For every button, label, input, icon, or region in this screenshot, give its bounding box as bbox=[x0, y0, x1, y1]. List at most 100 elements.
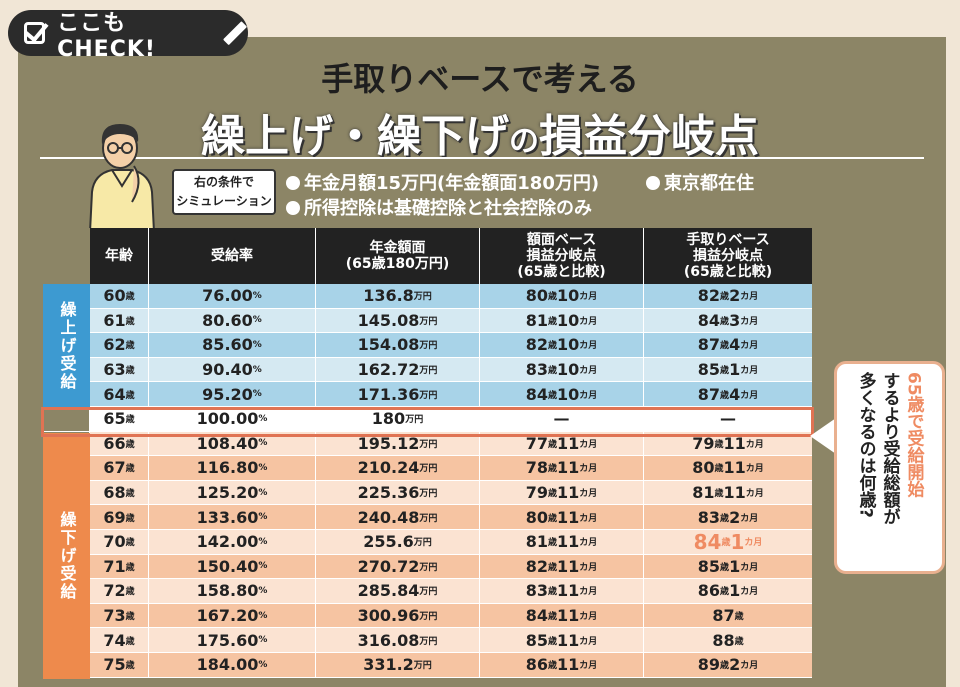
table-row: 75 歳 184.00% 331.2 万円 86 歳 11 カ月 89 歳 2 カ月 bbox=[43, 652, 812, 678]
age-cell: 60 歳 bbox=[90, 284, 149, 308]
callout-line-3: 多くなるのは何歳? bbox=[855, 372, 876, 518]
subtitle: 手取りベースで考える bbox=[321, 60, 639, 98]
net-breakeven-cell: 87 歳 4 カ月 bbox=[644, 382, 812, 406]
table-row: 64 歳 95.20% 171.36 万円 84 歳 10 カ月 87 歳 4 カ月 bbox=[43, 382, 812, 407]
net-breakeven-cell: 87 歳 4 カ月 bbox=[644, 333, 812, 357]
gross-breakeven-cell: 83 歳 11 カ月 bbox=[480, 579, 644, 603]
amount-cell: 285.84 万円 bbox=[316, 579, 480, 603]
amount-cell: 195.12 万円 bbox=[316, 431, 480, 456]
table-row: 68 歳 125.20% 225.36 万円 79 歳 11 カ月 81 歳 11 カ月 bbox=[43, 480, 812, 506]
net-breakeven-cell: 87 歳 bbox=[644, 603, 812, 628]
title-particle: の bbox=[509, 124, 539, 159]
net-breakeven-cell: 86 歳 1 カ月 bbox=[644, 579, 812, 603]
net-breakeven-cell: 85 歳 1 カ月 bbox=[644, 357, 812, 382]
net-breakeven-cell: 84 歳 3 カ月 bbox=[644, 308, 812, 333]
table-row: 66 歳 108.40% 195.12 万円 77 歳 11 カ月 79 歳 11 カ月 bbox=[43, 431, 812, 457]
gross-breakeven-cell: 82 歳 11 カ月 bbox=[480, 554, 644, 579]
net-breakeven-cell: 89 歳 2 カ月 bbox=[644, 652, 812, 677]
table-row: 71 歳 150.40% 270.72 万円 82 歳 11 カ月 85 歳 1 カ月 bbox=[43, 554, 812, 580]
rate-cell: 142.00% bbox=[149, 529, 316, 554]
badge-text: ここもCHECK! bbox=[57, 10, 156, 62]
table-row: 60 歳 76.00% 136.8 万円 80 歳 10 カ月 82 歳 2 カ月 bbox=[43, 284, 812, 309]
check-badge: ここもCHECK! bbox=[8, 10, 248, 62]
table-body: 60 歳 76.00% 136.8 万円 80 歳 10 カ月 82 歳 2 カ月 61 歳 80.60% 14… bbox=[43, 284, 812, 678]
gross-breakeven-cell: — bbox=[480, 406, 644, 431]
amount-cell: 136.8 万円 bbox=[316, 284, 480, 308]
net-breakeven-cell: 80 歳 11 カ月 bbox=[644, 456, 812, 480]
rate-cell: 125.20% bbox=[149, 480, 316, 505]
net-breakeven-cell: 81 歳 11 カ月 bbox=[644, 480, 812, 505]
callout-box: 65歳で受給開始 するより受給総額が 多くなるのは何歳? bbox=[834, 361, 945, 574]
gross-breakeven-cell: 77 歳 11 カ月 bbox=[480, 431, 644, 456]
title-part-a: 繰上げ・繰下げ bbox=[201, 111, 509, 162]
age-cell: 62 歳 bbox=[90, 333, 149, 357]
table-row: 65 歳 100.00% 180 万円 — — bbox=[43, 406, 812, 432]
age-cell: 75 歳 bbox=[90, 652, 149, 677]
callout-tail bbox=[810, 418, 836, 454]
table-header: 年齢 受給率 年金額面 (65歳180万円) 額面ベース 損益分岐点 (65歳と… bbox=[43, 228, 812, 284]
age-cell: 61 歳 bbox=[90, 308, 149, 333]
gross-breakeven-cell: 81 歳 11 カ月 bbox=[480, 529, 644, 554]
header-rate: 受給率 bbox=[149, 228, 316, 284]
table-row: 70 歳 142.00% 255.6 万円 81 歳 11 カ月 84 歳 1 カ月 bbox=[43, 530, 812, 555]
age-cell: 70 歳 bbox=[90, 529, 149, 554]
rate-cell: 76.00% bbox=[149, 284, 316, 308]
amount-cell: 255.6 万円 bbox=[316, 529, 480, 554]
header-amount: 年金額面 (65歳180万円) bbox=[316, 228, 480, 284]
gross-breakeven-cell: 83 歳 10 カ月 bbox=[480, 357, 644, 382]
net-breakeven-cell: — bbox=[644, 406, 812, 431]
callout-text: 65歳で受給開始 するより受給総額が 多くなるのは何歳? bbox=[854, 372, 926, 571]
header-blank bbox=[43, 228, 90, 284]
age-cell: 68 歳 bbox=[90, 480, 149, 505]
age-cell: 66 歳 bbox=[90, 431, 149, 456]
gross-breakeven-cell: 79 歳 11 カ月 bbox=[480, 480, 644, 505]
header-gross-breakeven: 額面ベース 損益分岐点 (65歳と比較) bbox=[480, 228, 644, 284]
amount-cell: 300.96 万円 bbox=[316, 603, 480, 628]
conditions-label: 右の条件で シミュレーション bbox=[172, 169, 276, 215]
group-label-early: 繰上げ受給 bbox=[43, 284, 90, 407]
amount-cell: 180 万円 bbox=[316, 406, 480, 431]
condition-item: 所得控除は基礎控除と社会控除のみ bbox=[286, 194, 592, 220]
amount-cell: 145.08 万円 bbox=[316, 308, 480, 333]
age-cell: 71 歳 bbox=[90, 554, 149, 579]
gross-breakeven-cell: 82 歳 10 カ月 bbox=[480, 333, 644, 357]
gross-breakeven-cell: 80 歳 11 カ月 bbox=[480, 505, 644, 529]
net-breakeven-cell: 82 歳 2 カ月 bbox=[644, 284, 812, 308]
gross-breakeven-cell: 84 歳 10 カ月 bbox=[480, 382, 644, 406]
net-breakeven-cell: 79 歳 11 カ月 bbox=[644, 431, 812, 456]
rate-cell: 175.60% bbox=[149, 628, 316, 652]
age-cell: 72 歳 bbox=[90, 579, 149, 603]
age-cell: 69 歳 bbox=[90, 505, 149, 529]
gross-breakeven-cell: 85 歳 11 カ月 bbox=[480, 628, 644, 652]
net-breakeven-cell: 83 歳 2 カ月 bbox=[644, 505, 812, 529]
rate-cell: 85.60% bbox=[149, 333, 316, 357]
table-row: 67 歳 116.80% 210.24 万円 78 歳 11 カ月 80 歳 11 カ月 bbox=[43, 456, 812, 481]
rate-cell: 95.20% bbox=[149, 382, 316, 406]
gross-breakeven-cell: 78 歳 11 カ月 bbox=[480, 456, 644, 480]
age-cell: 73 歳 bbox=[90, 603, 149, 628]
table-row: 73 歳 167.20% 300.96 万円 84 歳 11 カ月 87 歳 bbox=[43, 603, 812, 629]
age-cell: 63 歳 bbox=[90, 357, 149, 382]
table-row: 74 歳 175.60% 316.08 万円 85 歳 11 カ月 88 歳 bbox=[43, 628, 812, 653]
rate-cell: 184.00% bbox=[149, 652, 316, 677]
gross-breakeven-cell: 86 歳 11 カ月 bbox=[480, 652, 644, 677]
amount-cell: 225.36 万円 bbox=[316, 480, 480, 505]
age-cell: 65 歳 bbox=[90, 406, 149, 431]
amount-cell: 210.24 万円 bbox=[316, 456, 480, 480]
rate-cell: 167.20% bbox=[149, 603, 316, 628]
breakeven-table: 年齢 受給率 年金額面 (65歳180万円) 額面ベース 損益分岐点 (65歳と… bbox=[41, 228, 814, 679]
rate-cell: 158.80% bbox=[149, 579, 316, 603]
gross-breakeven-cell: 81 歳 10 カ月 bbox=[480, 308, 644, 333]
header-age: 年齢 bbox=[90, 228, 149, 284]
rate-cell: 108.40% bbox=[149, 431, 316, 456]
amount-cell: 331.2 万円 bbox=[316, 652, 480, 677]
table-row: 72 歳 158.80% 285.84 万円 83 歳 11 カ月 86 歳 1 カ月 bbox=[43, 579, 812, 604]
table-row: 69 歳 133.60% 240.48 万円 80 歳 11 カ月 83 歳 2 カ月 bbox=[43, 505, 812, 530]
pencil-icon bbox=[222, 20, 247, 46]
net-breakeven-cell: 85 歳 1 カ月 bbox=[644, 554, 812, 579]
rate-cell: 90.40% bbox=[149, 357, 316, 382]
rate-cell: 116.80% bbox=[149, 456, 316, 480]
checkbox-icon bbox=[24, 17, 49, 44]
amount-cell: 162.72 万円 bbox=[316, 357, 480, 382]
bullet-icon bbox=[286, 201, 300, 215]
